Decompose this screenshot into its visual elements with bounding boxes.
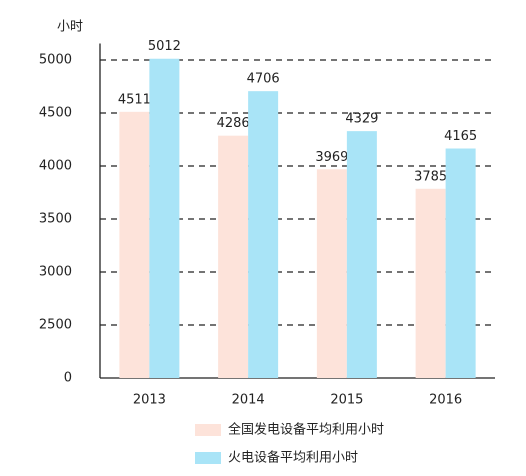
data-label: 4706 <box>247 72 280 87</box>
y-axis-label: 小时 <box>57 20 83 35</box>
y-tick-label: 0 <box>64 371 72 386</box>
legend-swatch <box>195 452 221 464</box>
bar <box>316 169 347 378</box>
bar <box>248 91 279 378</box>
data-label: 3969 <box>315 150 348 165</box>
bar <box>218 135 249 378</box>
data-label: 4165 <box>444 129 477 144</box>
x-tick-label: 2015 <box>330 393 363 408</box>
data-label: 5012 <box>148 39 181 54</box>
y-tick-label: 4000 <box>39 159 72 174</box>
bar <box>415 188 446 378</box>
x-tick-label: 2014 <box>232 393 265 408</box>
bar <box>149 58 180 379</box>
x-tick-label: 2013 <box>133 393 166 408</box>
legend-swatch <box>195 424 221 436</box>
bar <box>445 148 476 378</box>
x-tick-label: 2016 <box>429 393 462 408</box>
legend-label: 火电设备平均利用小时 <box>228 450 358 466</box>
legend-label: 全国发电设备平均利用小时 <box>228 422 384 438</box>
data-label: 4329 <box>345 112 378 127</box>
bar <box>119 111 150 379</box>
y-tick-label: 3000 <box>39 265 72 280</box>
data-label: 3785 <box>414 169 447 184</box>
y-tick-label: 2500 <box>39 318 72 333</box>
bar <box>346 131 377 378</box>
y-tick-label: 5000 <box>39 53 72 68</box>
y-tick-label: 4500 <box>39 106 72 121</box>
data-label: 4511 <box>118 92 151 107</box>
y-tick-label: 3500 <box>39 212 72 227</box>
data-label: 4286 <box>217 116 250 131</box>
